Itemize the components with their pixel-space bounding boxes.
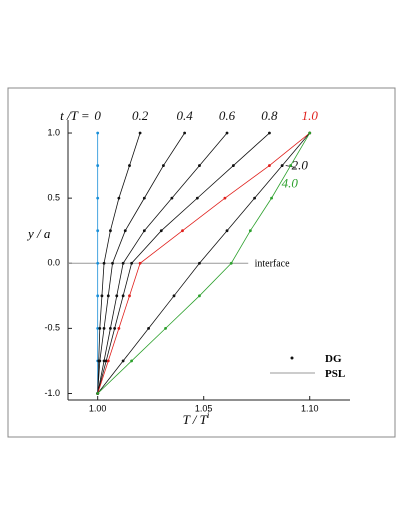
point bbox=[268, 131, 271, 135]
point bbox=[270, 196, 273, 200]
point bbox=[96, 229, 100, 233]
point bbox=[130, 261, 134, 265]
point bbox=[115, 294, 119, 298]
point bbox=[229, 261, 233, 265]
point bbox=[138, 131, 142, 135]
point bbox=[111, 261, 114, 265]
series-label: 1.0 bbox=[302, 108, 319, 123]
point bbox=[162, 164, 165, 167]
point bbox=[172, 294, 176, 298]
legend-dot bbox=[290, 356, 294, 360]
point bbox=[117, 326, 121, 330]
point bbox=[96, 392, 100, 395]
point bbox=[268, 164, 271, 167]
y-label: y / a bbox=[26, 226, 51, 241]
annotation: interface bbox=[255, 258, 291, 269]
point bbox=[138, 261, 142, 265]
point bbox=[147, 326, 150, 330]
point bbox=[128, 294, 131, 298]
point bbox=[109, 326, 112, 330]
label-prefix: t /T = bbox=[60, 108, 90, 123]
point bbox=[113, 326, 117, 330]
point bbox=[308, 131, 312, 135]
x-tick-label: 1.00 bbox=[89, 403, 107, 413]
point bbox=[159, 229, 163, 233]
x-label-main: T / T bbox=[183, 412, 208, 427]
point bbox=[106, 359, 110, 363]
point bbox=[142, 196, 146, 200]
point bbox=[104, 359, 108, 363]
point bbox=[106, 294, 110, 298]
point bbox=[195, 196, 199, 200]
series-label: 4.0 bbox=[282, 176, 299, 191]
point bbox=[96, 164, 100, 167]
legend-label: DG bbox=[325, 353, 342, 365]
legend-label: PSL bbox=[325, 368, 345, 380]
frame bbox=[7, 87, 396, 438]
point bbox=[117, 196, 121, 200]
y-tick-label: -1.0 bbox=[44, 388, 60, 398]
point bbox=[123, 229, 127, 233]
y-tick-label: 1.0 bbox=[47, 127, 60, 137]
point bbox=[96, 326, 100, 330]
point bbox=[253, 196, 256, 200]
point bbox=[100, 294, 104, 298]
point bbox=[248, 229, 252, 233]
point bbox=[96, 131, 100, 135]
point bbox=[98, 359, 102, 363]
x-label-sup: i bbox=[207, 410, 210, 420]
series-label: 2.0 bbox=[292, 157, 309, 172]
series-label: 0.6 bbox=[219, 108, 236, 123]
point bbox=[280, 164, 284, 167]
series-label: 0.4 bbox=[176, 108, 193, 123]
point bbox=[181, 229, 184, 233]
point bbox=[231, 164, 235, 167]
point bbox=[130, 359, 134, 363]
point bbox=[96, 261, 100, 265]
point bbox=[109, 229, 112, 233]
point bbox=[96, 294, 100, 298]
point bbox=[128, 164, 131, 167]
y-tick-label: -0.5 bbox=[44, 323, 60, 333]
point bbox=[183, 131, 187, 135]
x-tick-label: 1.05 bbox=[195, 403, 213, 413]
point bbox=[121, 261, 125, 265]
point bbox=[198, 164, 201, 167]
point bbox=[170, 196, 174, 200]
point bbox=[223, 196, 227, 200]
point bbox=[102, 326, 106, 330]
point bbox=[102, 359, 106, 363]
point bbox=[142, 229, 146, 233]
point bbox=[289, 164, 293, 167]
x-label: T / Ti bbox=[183, 410, 210, 427]
point bbox=[198, 294, 201, 298]
point bbox=[96, 196, 100, 200]
point bbox=[225, 229, 229, 233]
point bbox=[121, 294, 125, 298]
x-tick-label: 1.10 bbox=[301, 403, 319, 413]
point bbox=[164, 326, 167, 330]
point bbox=[121, 359, 125, 363]
point bbox=[198, 261, 201, 265]
y-tick-label: 0.5 bbox=[47, 193, 60, 203]
point bbox=[98, 326, 102, 330]
series-label: 0.2 bbox=[132, 108, 149, 123]
series-label: 0 bbox=[94, 108, 101, 123]
point bbox=[225, 131, 229, 135]
y-tick-label: 0.0 bbox=[47, 258, 60, 268]
series-label: 0.8 bbox=[261, 108, 278, 123]
point bbox=[102, 261, 106, 265]
